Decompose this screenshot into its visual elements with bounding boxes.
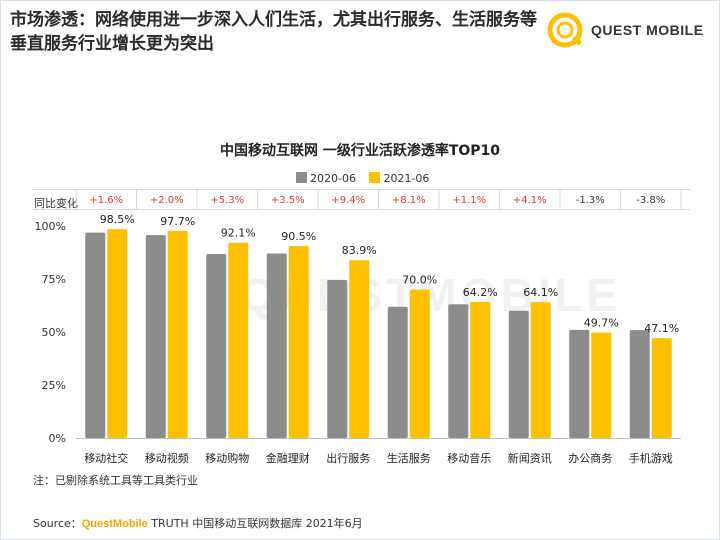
change-value: +8.1% (392, 195, 426, 206)
bar-2020-06-移动社交 (85, 232, 106, 438)
legend-label-2020: 2020-06 (310, 172, 356, 185)
data-label: 98.5% (100, 213, 135, 226)
change-value: +1.6% (89, 195, 123, 206)
y-tick-label: 0% (49, 432, 66, 445)
y-tick-label: 50% (42, 326, 66, 339)
change-value: -1.3% (576, 195, 605, 206)
x-category-label: 新闻资讯 (508, 451, 552, 465)
x-category-label: 金融理财 (266, 451, 310, 465)
bar-2020-06-出行服务 (327, 280, 348, 438)
source-line: Source：QuestMobile TRUTH 中国移动互联网数据库 2021… (33, 515, 363, 531)
change-value: +5.3% (210, 195, 244, 206)
logo-mark-icon (547, 12, 583, 48)
data-label: 97.7% (160, 215, 195, 228)
x-category-label: 移动音乐 (447, 451, 491, 465)
bar-2020-06-金融理财 (266, 253, 287, 438)
chart-legend: 2020-06 2021-06 (296, 172, 439, 185)
bar-2021-06-出行服务 (349, 260, 370, 438)
data-label: 70.0% (402, 274, 437, 287)
bar-2021-06-手机游戏 (651, 338, 672, 438)
bar-2021-06-移动购物 (228, 242, 249, 438)
slide-title: 市场渗透：网络使用进一步深入人们生活，尤其出行服务、生活服务等垂直服务行业增长更… (10, 10, 537, 54)
bar-2020-06-手机游戏 (629, 330, 650, 438)
footnote: 注：已剔除系统工具等工具类行业 (33, 474, 198, 487)
chart-title: 中国移动互联网 一级行业活跃渗透率TOP10 (219, 143, 501, 159)
bar-2020-06-移动音乐 (448, 304, 469, 438)
change-value: +3.5% (271, 195, 305, 206)
bar-2021-06-移动社交 (107, 229, 128, 438)
change-value: +2.0% (150, 195, 184, 206)
x-category-label: 办公商务 (568, 451, 612, 465)
y-tick-label: 75% (42, 273, 66, 286)
change-table-bottom-border (32, 209, 690, 210)
change-value: +9.4% (331, 195, 365, 206)
change-value: +4.1% (513, 195, 547, 206)
source-brand: QuestMobile (81, 518, 148, 530)
bar-2021-06-新闻资讯 (530, 302, 551, 438)
source-text: TRUTH 中国移动互联网数据库 2021年6月 (147, 517, 363, 530)
change-value: +1.1% (452, 195, 486, 206)
data-label: 83.9% (342, 244, 377, 257)
x-category-label: 出行服务 (326, 451, 370, 465)
x-category-label: 移动视频 (145, 451, 189, 465)
data-label: 64.1% (523, 286, 558, 299)
source-prefix: Source： (33, 517, 82, 530)
legend-item-2020: 2020-06 (296, 172, 359, 185)
bar-2021-06-生活服务 (409, 289, 430, 438)
y-tick-label: 25% (42, 379, 66, 392)
legend-swatch-2021 (369, 172, 381, 183)
data-label: 92.1% (221, 227, 256, 240)
bar-2021-06-移动音乐 (470, 301, 491, 438)
bar-2021-06-移动视频 (167, 230, 188, 438)
legend-item-2021: 2021-06 (369, 172, 429, 185)
change-table-top-border (32, 189, 690, 190)
bar-2021-06-办公商务 (591, 332, 612, 438)
x-category-label: 移动社交 (84, 451, 128, 465)
bar-2020-06-移动购物 (206, 253, 227, 438)
bar-2020-06-办公商务 (569, 329, 590, 438)
data-label: 90.5% (281, 230, 316, 243)
bar-2020-06-移动视频 (145, 235, 166, 438)
logo-text: QUEST MOBILE (591, 22, 704, 38)
change-row-label: 同比变化 (34, 197, 78, 210)
x-category-label: 手机游戏 (629, 451, 673, 465)
bar-2020-06-新闻资讯 (508, 310, 529, 438)
x-category-label: 移动购物 (205, 451, 249, 465)
y-tick-label: 100% (35, 220, 66, 233)
data-label: 49.7% (584, 317, 619, 330)
bar-2021-06-金融理财 (288, 246, 309, 438)
data-label: 47.1% (644, 322, 679, 335)
legend-label-2021: 2021-06 (383, 172, 430, 185)
quest-mobile-logo: QUEST MOBILE (545, 10, 715, 52)
x-category-label: 生活服务 (387, 451, 431, 465)
bar-2020-06-生活服务 (387, 306, 408, 438)
legend-swatch-2020 (296, 172, 307, 183)
change-value: -3.8% (636, 195, 665, 206)
data-label: 64.2% (463, 286, 498, 299)
